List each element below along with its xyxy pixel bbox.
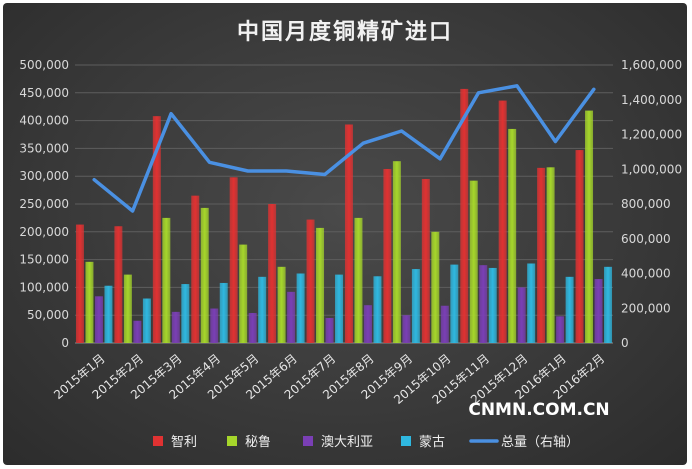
bar-chile-8 bbox=[344, 124, 353, 343]
bar-australia-7 bbox=[325, 317, 334, 343]
bar-chile-10 bbox=[421, 178, 430, 343]
bar-peru-3 bbox=[162, 217, 171, 343]
bar-australia-5 bbox=[248, 312, 257, 343]
bar-mongolia-1 bbox=[104, 285, 113, 343]
right-tick-label: 1,000,000 bbox=[621, 162, 682, 176]
left-tick-label: 350,000 bbox=[19, 141, 69, 155]
left-tick-label: 100,000 bbox=[19, 280, 69, 294]
right-tick-label: 1,200,000 bbox=[621, 128, 682, 142]
bar-peru-2 bbox=[123, 274, 132, 343]
right-tick-label: 200,000 bbox=[621, 301, 671, 315]
bar-peru-5 bbox=[239, 244, 248, 343]
bar-australia-2 bbox=[133, 320, 142, 343]
legend-label: 总量（右轴） bbox=[501, 435, 579, 450]
bar-mongolia-12 bbox=[527, 263, 536, 343]
bar-peru-10 bbox=[431, 231, 440, 343]
left-tick-label: 300,000 bbox=[19, 169, 69, 183]
bar-australia-3 bbox=[171, 311, 180, 343]
right-axis: 1,600,000 1,400,000 1,200,000 1,000,000 800,… bbox=[621, 58, 682, 350]
total-line bbox=[92, 84, 596, 213]
bar-peru-12 bbox=[508, 128, 517, 343]
bar-chile-14 bbox=[575, 150, 584, 343]
bar-peru-4 bbox=[200, 207, 209, 343]
legend: 智利 秘鲁 澳大利亚 蒙古 总量（右轴） bbox=[153, 434, 579, 450]
bar-australia-8 bbox=[363, 305, 372, 343]
bar-mongolia-8 bbox=[373, 276, 382, 343]
line-total bbox=[92, 84, 596, 213]
right-tick-label: 400,000 bbox=[621, 267, 671, 281]
bar-chile-12 bbox=[498, 100, 507, 343]
left-tick-label: 150,000 bbox=[19, 253, 69, 267]
right-tick-label: 600,000 bbox=[621, 232, 671, 246]
bar-australia-4 bbox=[210, 308, 219, 343]
watermark: CNMN.COM.CN bbox=[468, 400, 609, 420]
bar-peru-6 bbox=[277, 266, 286, 343]
bar-chile-6 bbox=[268, 204, 277, 343]
bar-mongolia-14 bbox=[604, 266, 613, 343]
bar-chile-1 bbox=[75, 224, 84, 343]
bar-peru-13 bbox=[546, 167, 555, 343]
right-tick-label: 0 bbox=[621, 336, 629, 350]
bar-mongolia-5 bbox=[258, 276, 267, 343]
bar-australia-13 bbox=[556, 316, 565, 343]
left-tick-label: 50,000 bbox=[27, 308, 69, 322]
bar-mongolia-9 bbox=[411, 269, 420, 343]
bar-mongolia-6 bbox=[296, 273, 305, 343]
bar-australia-9 bbox=[402, 315, 411, 343]
left-axis: 500,000 450,000 400,000 350,000 300,000 250,0… bbox=[19, 58, 69, 350]
bar-australia-14 bbox=[594, 279, 603, 343]
bar-chile-3 bbox=[152, 116, 161, 343]
bar-chile-11 bbox=[460, 88, 469, 344]
left-tick-label: 450,000 bbox=[19, 86, 69, 100]
chart-title: 中国月度铜精矿进口 bbox=[237, 19, 453, 45]
bar-mongolia-10 bbox=[450, 264, 459, 343]
left-tick-label: 250,000 bbox=[19, 197, 69, 211]
bar-australia-1 bbox=[94, 296, 103, 343]
bar-mongolia-3 bbox=[181, 284, 190, 343]
bar-mongolia-13 bbox=[565, 276, 574, 343]
bar-chile-13 bbox=[537, 167, 546, 343]
bar-mongolia-11 bbox=[488, 267, 497, 343]
bar-chile-4 bbox=[191, 195, 200, 343]
x-axis: 2015年1月2015年2月2015年3月2015年4月2015年5月2015年… bbox=[51, 351, 607, 407]
chart-frame: 中国月度铜精矿进口 500,000 450,000 400,000 350,000 30… bbox=[3, 3, 687, 465]
bar-australia-12 bbox=[517, 287, 526, 343]
bar-mongolia-2 bbox=[142, 298, 151, 343]
bar-chile-2 bbox=[114, 226, 123, 343]
chart-svg: 中国月度铜精矿进口 500,000 450,000 400,000 350,000 30… bbox=[19, 19, 682, 450]
legend-swatch bbox=[227, 436, 237, 446]
legend-swatch bbox=[303, 436, 313, 446]
bars bbox=[75, 88, 613, 344]
legend-label: 智利 bbox=[171, 435, 197, 450]
right-tick-label: 800,000 bbox=[621, 197, 671, 211]
bar-australia-6 bbox=[287, 291, 296, 343]
bar-peru-1 bbox=[85, 261, 94, 343]
left-tick-label: 200,000 bbox=[19, 225, 69, 239]
legend-label: 秘鲁 bbox=[245, 435, 271, 450]
bar-peru-9 bbox=[392, 161, 401, 343]
bar-mongolia-7 bbox=[335, 274, 344, 343]
bar-peru-11 bbox=[469, 180, 478, 343]
right-tick-label: 1,600,000 bbox=[621, 58, 682, 72]
legend-label: 蒙古 bbox=[419, 435, 445, 450]
legend-swatch bbox=[153, 436, 163, 446]
left-tick-label: 0 bbox=[61, 336, 69, 350]
legend-swatch bbox=[401, 436, 411, 446]
legend-label: 澳大利亚 bbox=[321, 434, 373, 450]
left-tick-label: 400,000 bbox=[19, 114, 69, 128]
bar-mongolia-4 bbox=[219, 282, 228, 343]
bar-chile-5 bbox=[229, 177, 238, 343]
right-tick-label: 1,400,000 bbox=[621, 93, 682, 107]
bar-peru-7 bbox=[316, 227, 325, 343]
left-tick-label: 500,000 bbox=[19, 58, 69, 72]
bar-chile-7 bbox=[306, 219, 315, 343]
bar-australia-11 bbox=[479, 265, 488, 343]
bar-peru-8 bbox=[354, 217, 363, 343]
bar-peru-14 bbox=[585, 110, 594, 343]
bar-australia-10 bbox=[440, 305, 449, 343]
bar-chile-9 bbox=[383, 168, 392, 343]
